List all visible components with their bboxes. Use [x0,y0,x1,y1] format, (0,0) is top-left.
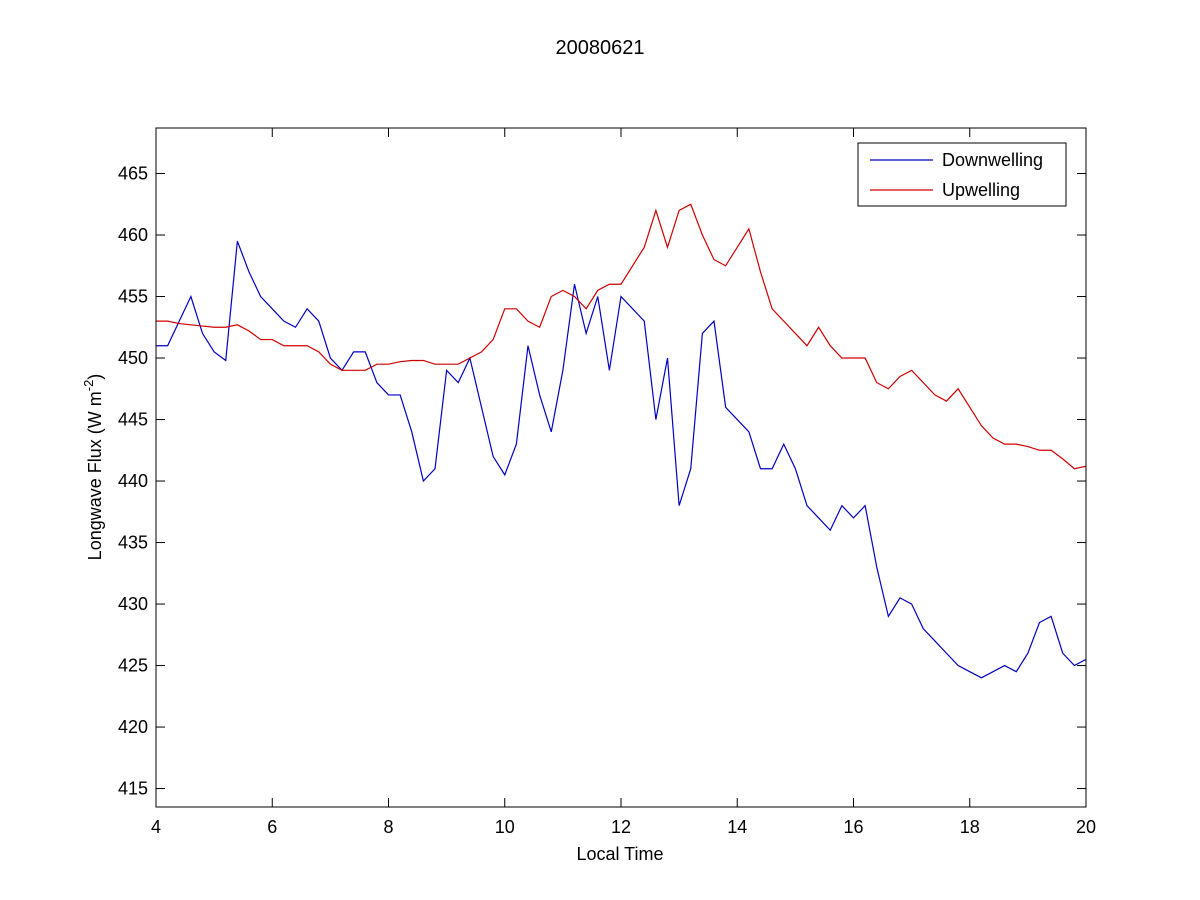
x-tick-label: 10 [495,817,515,837]
y-tick-label: 420 [118,717,148,737]
x-tick-label: 16 [843,817,863,837]
x-tick-label: 14 [727,817,747,837]
x-tick-label: 4 [151,817,161,837]
legend-label: Downwelling [942,150,1043,170]
y-axis-label-suffix: ) [85,374,105,380]
line-series [156,240,1087,679]
y-tick-label: 415 [118,779,148,799]
line-series [156,203,1087,470]
y-axis-label-text: Longwave Flux (W m [85,391,105,560]
x-tick-label: 6 [267,817,277,837]
x-axis-label: Local Time [576,844,663,864]
x-tick-label: 8 [383,817,393,837]
legend-box [857,142,1067,207]
y-axis-label-sup: -2 [81,380,96,392]
x-tick-label: 18 [960,817,980,837]
y-tick-label: 435 [118,533,148,553]
y-tick-label: 460 [118,225,148,245]
x-tick-label: 20 [1076,817,1096,837]
chart-title: 20080621 [556,37,645,59]
y-axis-label: Longwave Flux (W m-2) [81,374,105,561]
y-tick-label: 440 [118,471,148,491]
y-tick-label: 450 [118,348,148,368]
x-tick-label: 12 [611,817,631,837]
y-tick-label: 445 [118,410,148,430]
y-tick-label: 425 [118,656,148,676]
plot-frame [155,127,1087,808]
y-tick-label: 455 [118,287,148,307]
y-tick-label: 430 [118,594,148,614]
legend-label: Upwelling [942,180,1020,200]
y-tick-label: 465 [118,164,148,184]
